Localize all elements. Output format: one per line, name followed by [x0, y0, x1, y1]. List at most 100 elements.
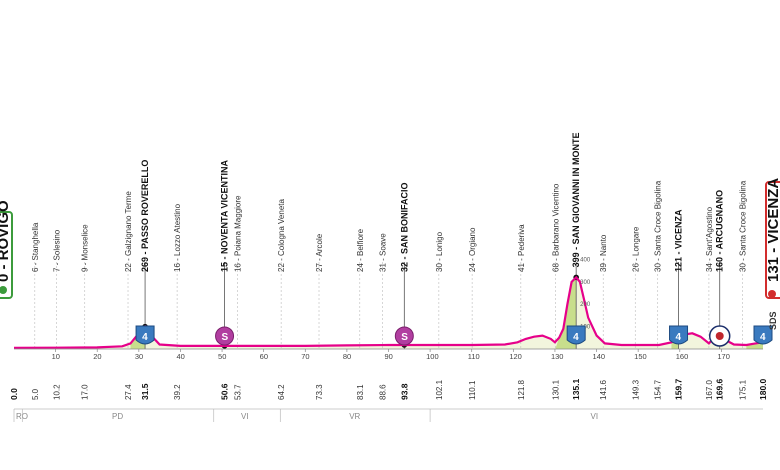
axis-tick-label: 160	[676, 352, 689, 361]
badge-text: 4	[676, 332, 682, 343]
waypoint-name: 26 - Longare	[631, 226, 640, 272]
badge-text: 4	[573, 332, 579, 343]
waypoint-name: 16 - Poiana Maggiore	[233, 195, 242, 272]
waypoint-name: 27 - Arcole	[315, 233, 324, 272]
province-label: VI	[241, 412, 249, 421]
waypoint-name: 30 - Santa Croce Bigolina	[739, 180, 748, 272]
gpm-icon	[566, 325, 586, 345]
sprint-icon	[215, 326, 235, 346]
waypoint-name: 41 - Pederiva	[517, 224, 526, 272]
gpm-badge: 4	[753, 325, 773, 345]
km-label: 110.1	[468, 380, 477, 400]
badge-text: 4	[760, 332, 766, 343]
gpm-icon	[669, 325, 689, 345]
waypoint-name: 68 - Barbarano Vicentino	[551, 183, 560, 272]
sds-label: SDS	[768, 311, 778, 330]
waypoint-name: 31 - Soave	[379, 233, 388, 272]
km-label: 88.6	[379, 384, 388, 400]
km-label: 149.3	[631, 379, 640, 400]
km-label: 130.1	[551, 379, 560, 400]
axis-tick-label: 10	[52, 352, 60, 361]
axis-tick-label: 100	[426, 352, 439, 361]
waypoint-name: 22 - Galzignano Terme	[124, 191, 133, 272]
waypoint-name: 160 - ARCUGNANO	[715, 190, 725, 272]
km-label: 83.1	[356, 384, 365, 400]
km-label: 121.8	[517, 379, 526, 400]
km-label: 5.0	[31, 388, 40, 400]
axis-tick-label: 90	[385, 352, 393, 361]
waypoint-name: 30 - Santa Croce Bigolina	[654, 180, 663, 272]
elevation-scale-label: 200	[580, 302, 591, 308]
profile-area	[14, 277, 763, 349]
km-label: 17.0	[81, 384, 90, 400]
waypoint-name: 121 - VICENZA	[674, 209, 684, 272]
axis-tick-label: 170	[717, 352, 730, 361]
km-label: 39.2	[173, 384, 182, 400]
axis-tick-label: 20	[93, 352, 101, 361]
km-label: 154.7	[654, 379, 663, 400]
km-label: 64.2	[277, 384, 286, 400]
waypoint-name: 15 - NOVENTA VICENTINA	[220, 159, 230, 272]
axis-tick-label: 60	[260, 352, 268, 361]
waypoint-name: 39 - Nanto	[599, 234, 608, 272]
waypoint-name: 269 - PASSO ROVERELLO	[140, 160, 150, 272]
waypoint-name: 24 - Belfiore	[356, 228, 365, 272]
waypoint-name: 22 - Cologna Veneta	[277, 199, 286, 272]
waypoint-name: 24 - Orgiano	[468, 227, 477, 272]
axis-tick-label: 80	[343, 352, 351, 361]
axis-tick-label: 120	[509, 352, 522, 361]
km-label: 167.0	[705, 379, 714, 400]
gpm-badge: 4	[669, 325, 689, 345]
axis-tick-label: 50	[218, 352, 226, 361]
province-label: PD	[112, 412, 123, 421]
km-label: 50.6	[220, 383, 230, 400]
axis-tick-label: 40	[176, 352, 184, 361]
bonus-dot	[715, 332, 724, 340]
finish-icon	[768, 290, 776, 298]
waypoint-name: 9 - Monselice	[81, 224, 90, 272]
gpm-badge: 4	[566, 325, 586, 345]
province-label: VR	[349, 412, 360, 421]
sprint-badge: S	[394, 326, 414, 346]
waypoint-name: 7 - Solesino	[52, 229, 61, 272]
km-label: 53.7	[233, 384, 242, 400]
km-label: 31.5	[140, 383, 150, 400]
km-label: 93.8	[399, 383, 409, 400]
badge-text: S	[222, 332, 229, 343]
km-label: 0.0	[9, 388, 19, 400]
waypoint-name: 32 - SAN BONIFACIO	[399, 182, 409, 272]
waypoint-name: 399 - SAN GIOVANNI IN MONTE	[571, 133, 581, 268]
gpm-icon	[135, 325, 155, 345]
badge-text: S	[401, 332, 408, 343]
axis-tick-label: 70	[301, 352, 309, 361]
km-label: 102.1	[435, 379, 444, 400]
km-label: 169.6	[715, 378, 725, 400]
waypoint-name: 34 - Sant'Agostino	[705, 206, 714, 272]
axis-tick-label: 140	[593, 352, 606, 361]
elevation-scale-label: 300	[580, 280, 591, 286]
axis-tick-label: 110	[468, 352, 480, 361]
km-label: 175.1	[739, 379, 748, 400]
finish-box	[765, 181, 780, 299]
gpm-badge: 4	[135, 325, 155, 345]
waypoint-name: 30 - Lonigo	[435, 231, 444, 272]
start-icon	[0, 286, 7, 294]
km-label: 141.6	[599, 379, 608, 400]
sprint-badge: S	[215, 326, 235, 346]
finish-label: 131 - VICENZA	[765, 178, 780, 282]
profile-line	[13, 275, 764, 349]
axis-tick-label: 150	[634, 352, 647, 361]
elevation-scale-label: 400	[580, 257, 591, 263]
province-label: VI	[591, 412, 599, 421]
km-label: 180.0	[758, 378, 768, 400]
start-box	[0, 211, 13, 299]
km-label: 27.4	[124, 384, 133, 400]
bonus-badge	[708, 325, 731, 347]
start-label: 0 - ROVIGO	[0, 200, 12, 282]
km-label: 135.1	[571, 378, 581, 400]
axis-tick-label: 130	[551, 352, 564, 361]
km-label: 73.3	[315, 384, 324, 400]
sprint-icon	[394, 326, 414, 346]
